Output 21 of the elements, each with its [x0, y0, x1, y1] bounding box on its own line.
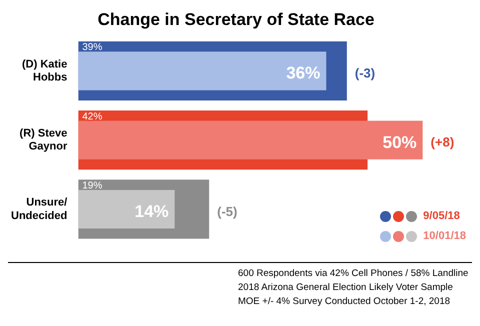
data-label: 42%	[82, 111, 102, 122]
legend-label: 9/05/18	[423, 210, 460, 222]
annotation: (-5)	[217, 204, 238, 219]
legend-label: 10/01/18	[423, 230, 466, 242]
data-label: 36%	[286, 64, 320, 83]
data-label: 50%	[382, 132, 417, 152]
bar	[78, 120, 423, 160]
data-label: 19%	[82, 180, 102, 192]
y-tick-label: (R) Steve Gaynor	[20, 128, 68, 153]
annotation: (-3)	[354, 66, 376, 81]
text: 600 Respondents via 42% Cell Phones / 58% Landline	[238, 267, 470, 281]
chart-title: Change in Secretary of State Race	[98, 10, 374, 29]
y-tick-label: Unsure/ Undecided	[10, 196, 68, 222]
data-label: 39%	[82, 42, 102, 54]
y-tick-label: (D) Katie Hobbs	[22, 58, 68, 84]
text: 2018 Arizona General Election Likely Voter Sample	[238, 281, 454, 295]
text: MOE +/- 4% Survey Conducted October 1-2, 2018	[238, 295, 452, 309]
bar	[78, 190, 175, 229]
bar	[78, 52, 326, 90]
annotation: (+8)	[430, 134, 454, 150]
data-label: 14%	[134, 202, 169, 221]
